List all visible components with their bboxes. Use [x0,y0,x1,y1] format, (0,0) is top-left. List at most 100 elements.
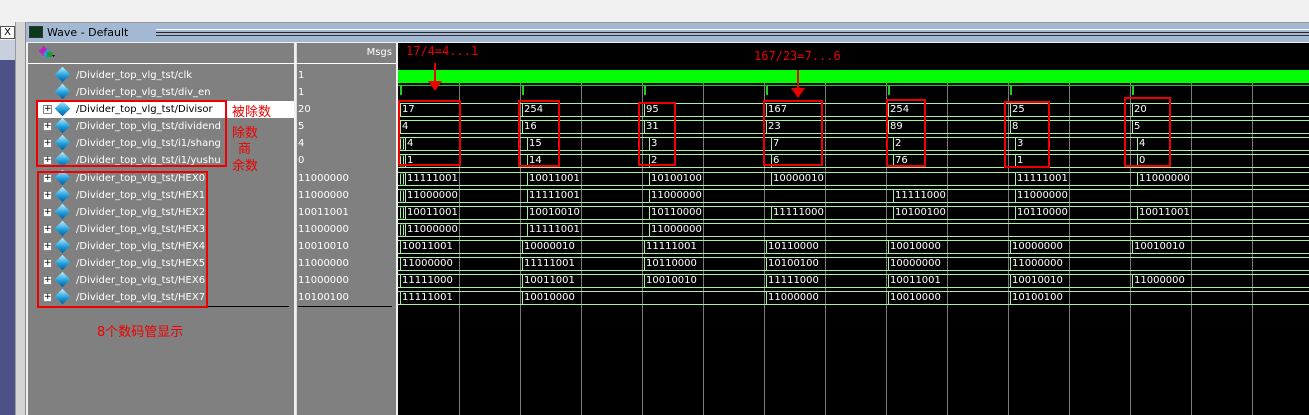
bus-value: 10110000 [646,258,697,269]
expand-toggle[interactable]: + [43,173,52,183]
bus-transition [405,207,407,219]
bus-transition [1132,121,1134,133]
signal-name: /Divider_top_vlg_tst/i1/yushu [76,155,221,166]
bus-bottom-line [398,133,1309,134]
bus-transition [1132,275,1134,287]
signal-name: /Divider_top_vlg_tst/HEX1 [76,190,206,201]
bus-transition [771,138,773,150]
grid-line [1130,71,1131,415]
bus-value: 167 [768,104,788,115]
bus-bottom-line [398,219,1309,220]
bus-transition [644,121,646,133]
bus-transition [766,241,768,253]
bus-value: 10110000 [1017,207,1068,218]
signal-row[interactable]: + /Divider_top_vlg_tst/HEX5 [36,254,294,272]
wave-window-titlebar[interactable]: Wave - Default [26,22,1309,42]
signal-row[interactable]: + /Divider_top_vlg_tst/HEX0 [36,169,294,187]
expand-toggle[interactable]: + [43,121,52,131]
bus-transition [766,258,768,270]
expand-toggle[interactable]: + [43,258,52,268]
bus-top-line [398,137,1309,138]
bus-transition [400,104,402,116]
bus-transition [766,292,768,304]
expand-toggle[interactable]: + [43,190,52,200]
signal-icon [54,66,71,83]
bus-top-line [398,291,1309,292]
close-button[interactable]: X [0,26,15,39]
signal-row[interactable]: + /Divider_top_vlg_tst/dividend [36,117,294,135]
signal-row[interactable]: + /Divider_top_vlg_tst/HEX4 [36,237,294,255]
bus-value: 11111001 [407,173,458,184]
add-signal-icon[interactable] [38,46,56,61]
signal-row[interactable]: + /Divider_top_vlg_tst/i1/yushu [36,151,294,169]
bus-value: 20 [1134,104,1147,115]
signal-name: /Divider_top_vlg_tst/Divisor [76,104,213,115]
bus-transition [888,121,890,133]
signal-row[interactable]: + /Divider_top_vlg_tst/HEX7 [36,288,294,306]
signal-row[interactable]: + /Divider_top_vlg_tst/HEX3 [36,220,294,238]
bus-transition [405,224,407,236]
bus-value: 95 [646,104,659,115]
bus-top-line [398,223,1309,224]
bus-value: 17 [402,104,415,115]
bus-value: 4 [1139,138,1146,149]
signal-name: /Divider_top_vlg_tst/HEX3 [76,224,206,235]
bus-top-line [398,206,1309,207]
grid-line [825,71,826,415]
annotation-text: 除数 [232,126,259,141]
bus-value: 7 [773,138,780,149]
bus-transition [888,258,890,270]
annotation-text: 17/4=4...1 [406,44,479,58]
bus-transition [893,138,895,150]
bus-value: 11111000 [402,275,453,286]
signal-row[interactable]: + /Divider_top_vlg_tst/Divisor [36,100,294,118]
bus-value: 11000000 [651,190,702,201]
signal-row[interactable]: + /Divider_top_vlg_tst/HEX1 [36,186,294,204]
grid-line [642,71,643,415]
expand-toggle[interactable]: + [43,155,52,165]
expand-toggle[interactable]: + [43,207,52,217]
expand-toggle[interactable]: + [43,275,52,285]
bus-value: 10110000 [651,207,702,218]
signal-name: /Divider_top_vlg_tst/HEX7 [76,292,206,303]
expand-toggle[interactable]: + [43,292,52,302]
bus-value: 1 [1017,155,1024,166]
bus-transition [522,275,524,287]
waveform-canvas[interactable]: 17 254 95 167 254 25 20 4 16 31 23 89 8 5 4 15 3 7 2 3 4 1 14 2… [398,43,1309,415]
bus-transition [1137,173,1139,185]
expand-toggle[interactable]: + [43,224,52,234]
bus-value: 76 [895,155,908,166]
bus-transition [1010,292,1012,304]
bus-transition [527,190,529,202]
splitter[interactable] [16,22,26,415]
bus-transition [644,104,646,116]
bus-transition [522,292,524,304]
bus-bottom-line [398,287,1309,288]
annotation-box [1004,101,1050,168]
expand-toggle[interactable]: + [43,138,52,148]
bus-value: 10011001 [524,275,575,286]
bus-bottom-line [398,167,1309,168]
signal-row[interactable]: + /Divider_top_vlg_tst/HEX6 [36,271,294,289]
bus-transition [649,138,651,150]
left-dock-panel [0,60,15,415]
signal-value: 11000000 [298,275,349,286]
bus-value: 11111000 [768,275,819,286]
annotation-arrow-shaft [434,63,436,83]
bus-transition [400,241,402,253]
bus-transition [400,275,402,287]
grid-line [703,71,704,415]
bus-value: 0 [1139,155,1146,166]
signal-row[interactable]: /Divider_top_vlg_tst/clk [36,66,294,84]
bus-transition [1010,258,1012,270]
signal-row[interactable]: /Divider_top_vlg_tst/div_en [36,83,294,101]
panel-header: Msgs [28,43,396,64]
expand-toggle[interactable]: + [43,104,52,114]
bus-value: 11000000 [651,224,702,235]
bus-transition [1015,190,1017,202]
signal-row[interactable]: + /Divider_top_vlg_tst/i1/shang [36,134,294,152]
bus-value: 11111001 [1017,173,1068,184]
drag-grip[interactable] [156,29,1309,36]
signal-row[interactable]: + /Divider_top_vlg_tst/HEX2 [36,203,294,221]
expand-toggle[interactable]: + [43,241,52,251]
